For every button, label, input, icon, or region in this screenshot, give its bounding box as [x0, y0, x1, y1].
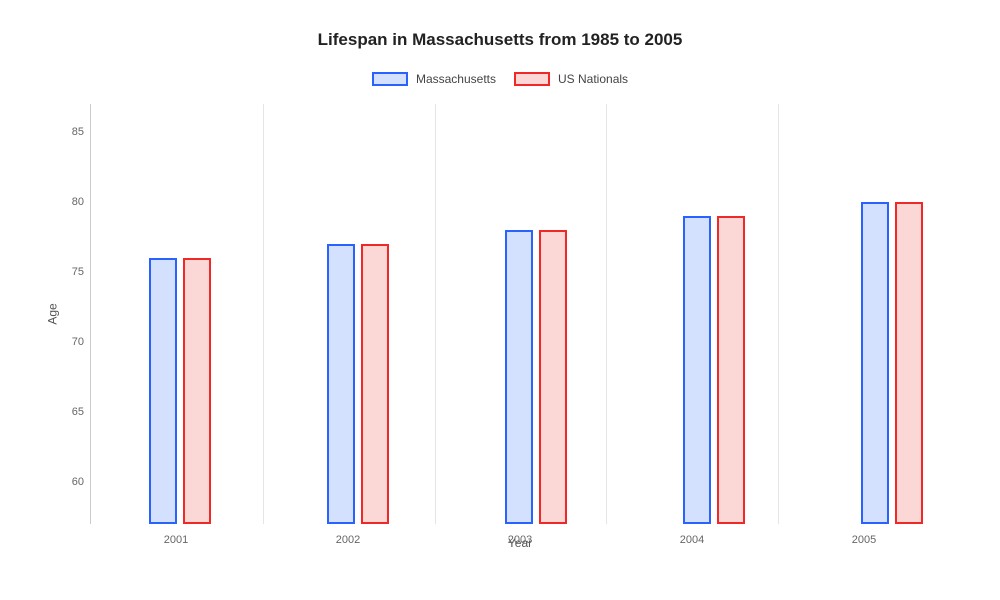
y-tick: 85 — [54, 126, 84, 138]
y-tick: 60 — [54, 476, 84, 488]
legend-item-usnationals: US Nationals — [514, 72, 628, 86]
legend-swatch-1 — [372, 72, 408, 86]
bar — [895, 202, 923, 524]
y-tick: 80 — [54, 196, 84, 208]
bar — [183, 258, 211, 524]
x-tick: 2005 — [852, 534, 876, 546]
y-axis-label: Age — [46, 303, 60, 324]
y-tick: 65 — [54, 406, 84, 418]
gridline-vertical — [778, 104, 779, 524]
chart-title: Lifespan in Massachusetts from 1985 to 2… — [30, 30, 970, 50]
legend-label-1: Massachusetts — [416, 72, 496, 86]
x-tick: 2004 — [680, 534, 704, 546]
gridline-vertical — [263, 104, 264, 524]
bar — [361, 244, 389, 524]
chart-container: Lifespan in Massachusetts from 1985 to 2… — [0, 0, 1000, 600]
y-tick: 70 — [54, 336, 84, 348]
plot — [90, 104, 950, 524]
x-tick: 2002 — [336, 534, 360, 546]
bar — [861, 202, 889, 524]
legend: Massachusetts US Nationals — [30, 72, 970, 86]
bar — [539, 230, 567, 524]
x-tick: 2001 — [164, 534, 188, 546]
gridline-vertical — [435, 104, 436, 524]
bar — [149, 258, 177, 524]
bar — [683, 216, 711, 524]
bar — [505, 230, 533, 524]
plot-area: Age 60657075808520012002200320042005 — [90, 104, 950, 524]
bar — [717, 216, 745, 524]
bar — [327, 244, 355, 524]
gridline-vertical — [606, 104, 607, 524]
y-tick: 75 — [54, 266, 84, 278]
legend-label-2: US Nationals — [558, 72, 628, 86]
legend-swatch-2 — [514, 72, 550, 86]
x-tick: 2003 — [508, 534, 532, 546]
legend-item-massachusetts: Massachusetts — [372, 72, 496, 86]
